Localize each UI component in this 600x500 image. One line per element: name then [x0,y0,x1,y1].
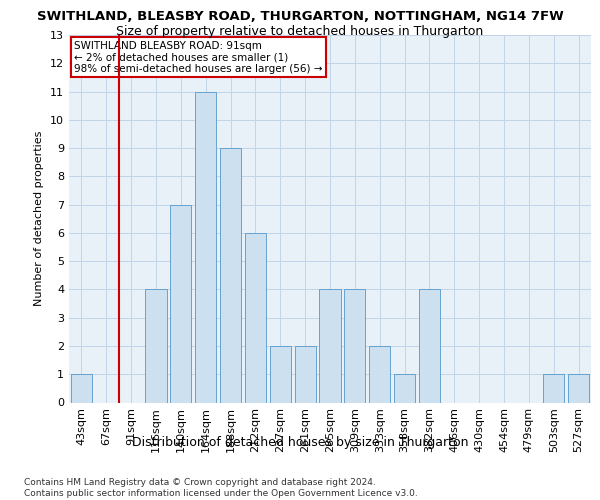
Bar [394,374,415,402]
Text: Contains HM Land Registry data © Crown copyright and database right 2024.
Contai: Contains HM Land Registry data © Crown c… [24,478,418,498]
Bar [319,290,341,403]
Text: SWITHLAND BLEASBY ROAD: 91sqm
← 2% of detached houses are smaller (1)
98% of sem: SWITHLAND BLEASBY ROAD: 91sqm ← 2% of de… [74,40,323,74]
Bar [295,346,316,403]
Bar [71,374,92,402]
Bar [270,346,291,403]
Text: Distribution of detached houses by size in Thurgarton: Distribution of detached houses by size … [132,436,468,449]
Bar [543,374,564,402]
Bar [145,290,167,403]
Text: SWITHLAND, BLEASBY ROAD, THURGARTON, NOTTINGHAM, NG14 7FW: SWITHLAND, BLEASBY ROAD, THURGARTON, NOT… [37,10,563,23]
Bar [369,346,390,403]
Bar [170,204,191,402]
Y-axis label: Number of detached properties: Number of detached properties [34,131,44,306]
Text: Size of property relative to detached houses in Thurgarton: Size of property relative to detached ho… [116,25,484,38]
Bar [568,374,589,402]
Bar [245,233,266,402]
Bar [220,148,241,403]
Bar [344,290,365,403]
Bar [195,92,216,403]
Bar [419,290,440,403]
